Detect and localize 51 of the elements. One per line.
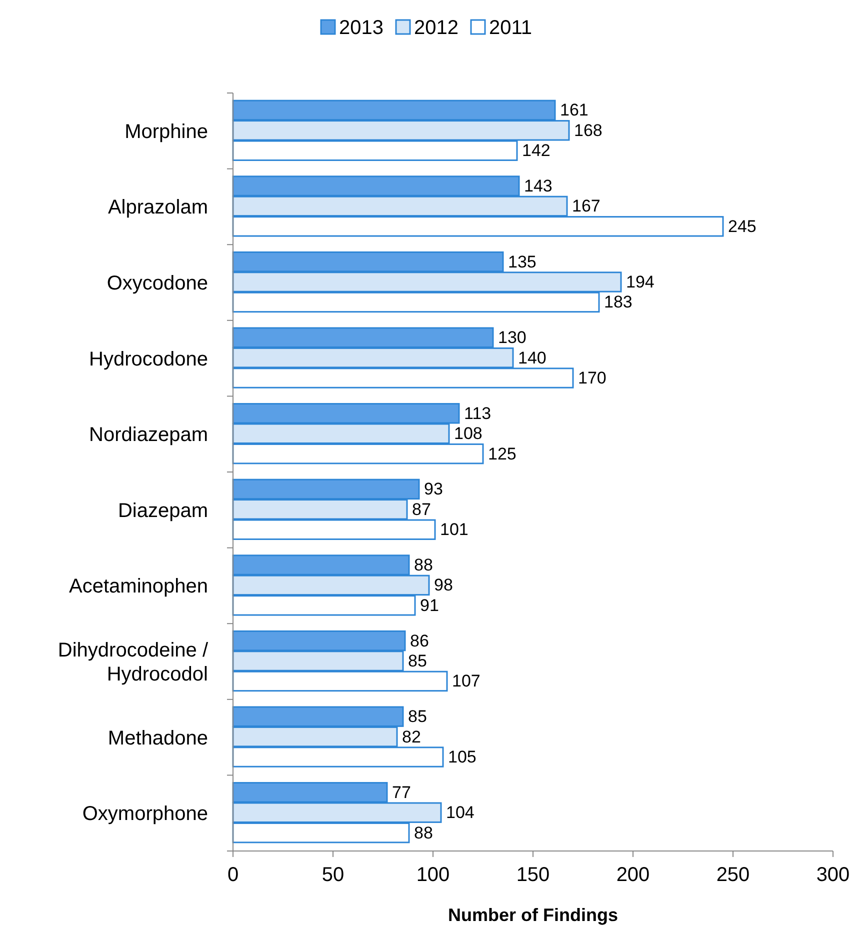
y-tick-label: Nordiazepam bbox=[89, 424, 208, 446]
x-tick-label: 200 bbox=[616, 864, 650, 886]
data-label: 91 bbox=[420, 596, 439, 615]
data-label: 161 bbox=[560, 100, 588, 120]
data-label: 104 bbox=[446, 803, 474, 822]
data-label: 140 bbox=[518, 348, 546, 368]
y-tick-label: Acetaminophen bbox=[69, 576, 208, 598]
y-tick-label: Dihydrocodeine / Hydrocodol bbox=[58, 640, 208, 686]
y-tick-label: Hydrocodone bbox=[89, 348, 208, 370]
y-tick-label: Oxymorphone bbox=[82, 803, 208, 826]
data-label: 93 bbox=[424, 480, 443, 499]
data-label: 105 bbox=[448, 748, 476, 767]
legend-label: 2011 bbox=[489, 17, 532, 39]
x-tick-label: 300 bbox=[816, 864, 850, 886]
data-label: 194 bbox=[626, 272, 654, 292]
x-tick-label: 0 bbox=[227, 864, 239, 886]
data-label: 107 bbox=[452, 672, 480, 691]
legend-label: 2012 bbox=[414, 17, 458, 39]
data-label: 113 bbox=[464, 404, 492, 423]
data-label: 101 bbox=[440, 520, 468, 540]
data-label: 245 bbox=[728, 216, 756, 236]
x-tick-label: 150 bbox=[516, 864, 550, 886]
data-label: 108 bbox=[454, 424, 482, 444]
data-label: 168 bbox=[574, 120, 602, 140]
data-label: 88 bbox=[414, 823, 433, 842]
y-tick-label: Diazepam bbox=[118, 500, 208, 522]
x-tick-label: 100 bbox=[416, 864, 450, 886]
y-tick-label: Methadone bbox=[108, 727, 208, 750]
data-label: 142 bbox=[522, 141, 550, 160]
data-label: 125 bbox=[488, 444, 516, 464]
x-tick-label: 50 bbox=[322, 864, 344, 886]
data-label: 87 bbox=[412, 500, 431, 519]
x-tick-label: 250 bbox=[716, 864, 750, 886]
data-label: 135 bbox=[508, 252, 536, 272]
data-label: 130 bbox=[498, 328, 526, 348]
data-label: 167 bbox=[572, 196, 600, 216]
data-label: 82 bbox=[402, 727, 421, 746]
data-label: 98 bbox=[434, 576, 453, 595]
data-label: 77 bbox=[392, 782, 411, 802]
data-label: 85 bbox=[408, 707, 427, 726]
x-axis-title: Number of Findings bbox=[448, 905, 618, 925]
legend-label: 2013 bbox=[339, 17, 384, 39]
data-label: 88 bbox=[414, 555, 433, 574]
data-label: 183 bbox=[604, 292, 632, 312]
data-label: 143 bbox=[524, 176, 552, 196]
y-tick-label: Oxycodone bbox=[106, 272, 208, 294]
data-label: 86 bbox=[410, 631, 429, 650]
data-label: 170 bbox=[578, 368, 606, 388]
data-label: 85 bbox=[408, 652, 427, 670]
y-tick-label: Morphine bbox=[124, 120, 208, 143]
y-tick-label: Alprazolam bbox=[108, 196, 208, 219]
